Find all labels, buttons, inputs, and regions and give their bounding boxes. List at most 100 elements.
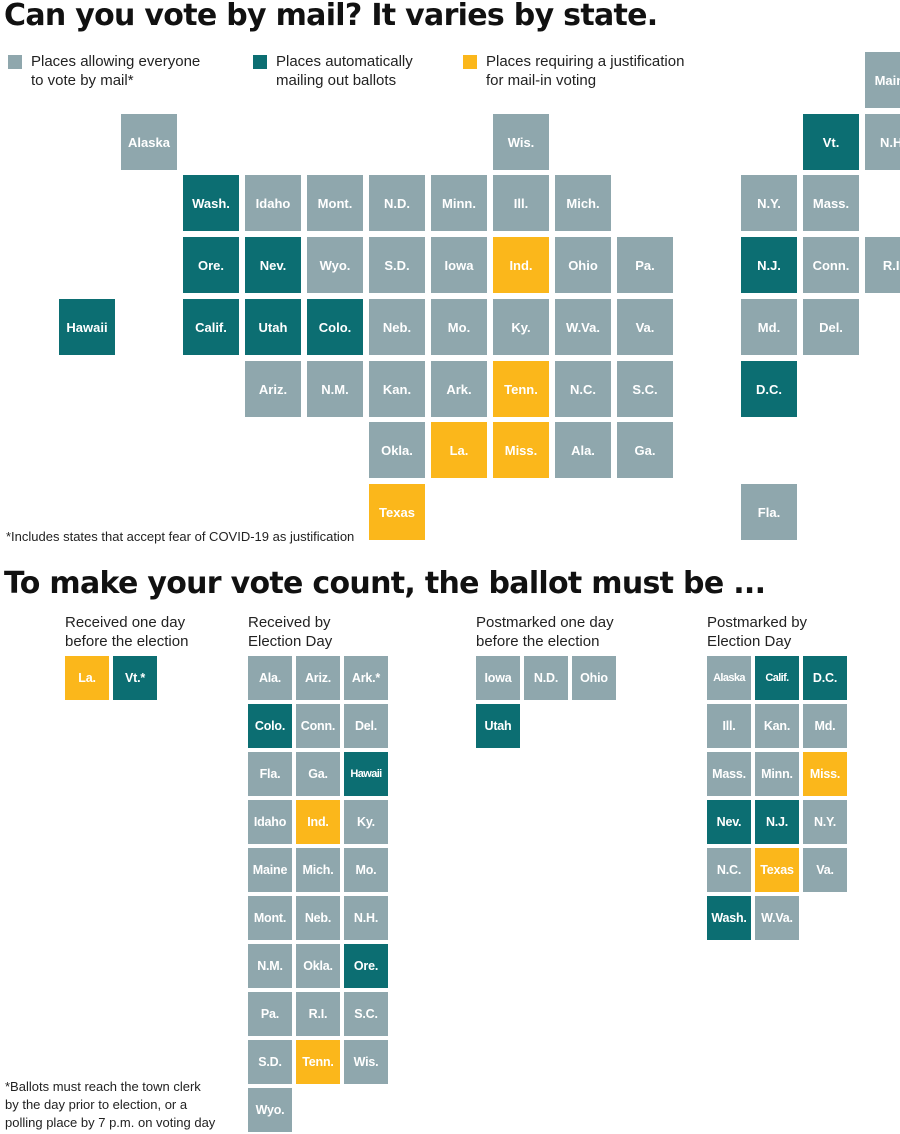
map-tile-kan: Kan. <box>369 361 425 417</box>
map-tile-fla: Fla. <box>741 484 797 540</box>
group-2-tile-s-c: S.C. <box>344 992 388 1036</box>
group-4-tile-texas: Texas <box>755 848 799 892</box>
group-2-tile-ind: Ind. <box>296 800 340 844</box>
group-header-1: Received one day before the election <box>65 614 189 650</box>
map-tile-n-h: N.H. <box>865 114 900 170</box>
group-1-tile-la: La. <box>65 656 109 700</box>
deadline-title: To make your vote count, the ballot must… <box>4 566 766 601</box>
group-2-tile-idaho: Idaho <box>248 800 292 844</box>
map-tile-ky: Ky. <box>493 299 549 355</box>
group-2-tile-n-m: N.M. <box>248 944 292 988</box>
group-4-tile-md: Md. <box>803 704 847 748</box>
map-tile-s-d: S.D. <box>369 237 425 293</box>
group-2-tile-wis: Wis. <box>344 1040 388 1084</box>
map-tile-utah: Utah <box>245 299 301 355</box>
group-4-tile-minn: Minn. <box>755 752 799 796</box>
map-tile-maine: Maine <box>865 52 900 108</box>
group-2-tile-mich: Mich. <box>296 848 340 892</box>
group-2-tile-tenn: Tenn. <box>296 1040 340 1084</box>
group-2-tile-fla: Fla. <box>248 752 292 796</box>
map-tile-texas: Texas <box>369 484 425 540</box>
group-2-tile-maine: Maine <box>248 848 292 892</box>
group-4-tile-calif: Calif. <box>755 656 799 700</box>
legend-swatch-auto <box>253 55 267 69</box>
group-2-tile-n-h: N.H. <box>344 896 388 940</box>
group-2-tile-ariz: Ariz. <box>296 656 340 700</box>
map-tile-mich: Mich. <box>555 175 611 231</box>
group-2-tile-ala: Ala. <box>248 656 292 700</box>
map-tile-mont: Mont. <box>307 175 363 231</box>
group-2-tile-conn: Conn. <box>296 704 340 748</box>
legend-label-justify: Places requiring a justification for mai… <box>486 53 685 89</box>
map-tile-ga: Ga. <box>617 422 673 478</box>
map-tile-pa: Pa. <box>617 237 673 293</box>
map-tile-la: La. <box>431 422 487 478</box>
map-tile-n-j: N.J. <box>741 237 797 293</box>
map-tile-wis: Wis. <box>493 114 549 170</box>
map-tile-idaho: Idaho <box>245 175 301 231</box>
map-tile-ark: Ark. <box>431 361 487 417</box>
map-tile-n-y: N.Y. <box>741 175 797 231</box>
group-2-tile-ga: Ga. <box>296 752 340 796</box>
map-tile-hawaii: Hawaii <box>59 299 115 355</box>
map-tile-minn: Minn. <box>431 175 487 231</box>
map-tile-va: Va. <box>617 299 673 355</box>
group-2-tile-colo: Colo. <box>248 704 292 748</box>
group-4-tile-kan: Kan. <box>755 704 799 748</box>
map-tile-tenn: Tenn. <box>493 361 549 417</box>
map-tile-w-va: W.Va. <box>555 299 611 355</box>
group-1-tile-vt: Vt.* <box>113 656 157 700</box>
map-tile-okla: Okla. <box>369 422 425 478</box>
group-3-tile-utah: Utah <box>476 704 520 748</box>
group-4-tile-n-y: N.Y. <box>803 800 847 844</box>
group-4-tile-alaska: Alaska <box>707 656 751 700</box>
map-tile-r-i: R.I. <box>865 237 900 293</box>
group-4-tile-nev: Nev. <box>707 800 751 844</box>
group-2-tile-ky: Ky. <box>344 800 388 844</box>
group-header-4: Postmarked by Election Day <box>707 614 808 650</box>
group-4-tile-ill: Ill. <box>707 704 751 748</box>
group-4-tile-n-j: N.J. <box>755 800 799 844</box>
map-tile-n-c: N.C. <box>555 361 611 417</box>
group-2-tile-pa: Pa. <box>248 992 292 1036</box>
group-4-tile-w-va: W.Va. <box>755 896 799 940</box>
map-tile-ala: Ala. <box>555 422 611 478</box>
map-title: Can you vote by mail? It varies by state… <box>4 0 658 33</box>
map-tile-del: Del. <box>803 299 859 355</box>
group-3-tile-n-d: N.D. <box>524 656 568 700</box>
group-4-tile-wash: Wash. <box>707 896 751 940</box>
group-4-tile-n-c: N.C. <box>707 848 751 892</box>
group-header-3: Postmarked one day before the election <box>476 614 614 650</box>
legend-label-all: Places allowing everyone to vote by mail… <box>31 53 201 89</box>
map-tile-vt: Vt. <box>803 114 859 170</box>
group-4-tile-va: Va. <box>803 848 847 892</box>
group-2-tile-neb: Neb. <box>296 896 340 940</box>
group-3-tile-ohio: Ohio <box>572 656 616 700</box>
map-tile-n-m: N.M. <box>307 361 363 417</box>
group-2-tile-hawaii: Hawaii <box>344 752 388 796</box>
map-tile-ill: Ill. <box>493 175 549 231</box>
map-tile-colo: Colo. <box>307 299 363 355</box>
map-tile-wash: Wash. <box>183 175 239 231</box>
map-tile-neb: Neb. <box>369 299 425 355</box>
legend-label-auto: Places automatically mailing out ballots <box>276 53 413 89</box>
legend-swatch-all <box>8 55 22 69</box>
map-tile-nev: Nev. <box>245 237 301 293</box>
map-tile-n-d: N.D. <box>369 175 425 231</box>
map-tile-mo: Mo. <box>431 299 487 355</box>
map-tile-calif: Calif. <box>183 299 239 355</box>
map-tile-ind: Ind. <box>493 237 549 293</box>
group-2-tile-s-d: S.D. <box>248 1040 292 1084</box>
group-2-tile-mo: Mo. <box>344 848 388 892</box>
group-2-tile-mont: Mont. <box>248 896 292 940</box>
group-2-tile-okla: Okla. <box>296 944 340 988</box>
map-tile-ore: Ore. <box>183 237 239 293</box>
group-header-2: Received by Election Day <box>248 614 333 650</box>
group-2-tile-r-i: R.I. <box>296 992 340 1036</box>
map-tile-s-c: S.C. <box>617 361 673 417</box>
map-tile-alaska: Alaska <box>121 114 177 170</box>
map-tile-iowa: Iowa <box>431 237 487 293</box>
group-2-tile-ark: Ark.* <box>344 656 388 700</box>
group-4-tile-d-c: D.C. <box>803 656 847 700</box>
group-2-tile-del: Del. <box>344 704 388 748</box>
